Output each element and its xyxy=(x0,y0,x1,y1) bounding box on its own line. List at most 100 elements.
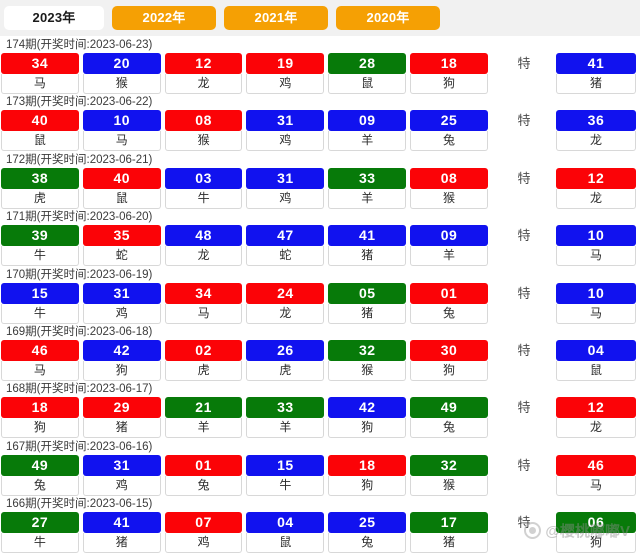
ball-number: 35 xyxy=(82,225,161,247)
ball-number: 24 xyxy=(246,282,325,304)
ball-zodiac: 猴 xyxy=(164,131,243,152)
year-tab-2020[interactable]: 2020年 xyxy=(336,6,440,30)
ball-zodiac: 狗 xyxy=(410,360,488,381)
ball-zodiac: 虎 xyxy=(164,360,243,381)
ball-number: 09 xyxy=(410,225,488,247)
ball-number: 09 xyxy=(328,110,407,132)
special-ball-zodiac: 马 xyxy=(555,246,636,267)
special-marker: 特 xyxy=(517,457,531,473)
year-tab-2023[interactable]: 2023年 xyxy=(4,6,104,30)
year-tab-2021[interactable]: 2021年 xyxy=(224,6,328,30)
ball-number: 18 xyxy=(1,397,79,419)
ball-zodiac: 狗 xyxy=(328,418,407,439)
draw-header: 171期(开奖时间:2023-06-20) xyxy=(6,211,153,224)
special-marker: 特 xyxy=(517,170,531,186)
special-ball: 10 马 xyxy=(555,225,636,267)
ball-zodiac: 龙 xyxy=(164,74,243,94)
ball-zodiac: 牛 xyxy=(1,303,79,324)
ball: 04 鼠 xyxy=(246,512,325,553)
ball: 25 兔 xyxy=(410,110,488,152)
ball: 17 猪 xyxy=(410,512,488,553)
ball-group: 49 兔 31 鸡 01 兔 15 牛 18 狗 32 猴特 46 马 xyxy=(0,454,640,496)
ball-group: 39 牛 35 蛇 48 龙 47 蛇 41 猪 09 羊特 10 马 xyxy=(0,225,640,267)
ball: 33 羊 xyxy=(328,167,407,209)
ball-zodiac: 猪 xyxy=(82,418,161,439)
ball: 31 鸡 xyxy=(246,167,325,209)
ball-number: 34 xyxy=(1,53,79,74)
ball: 34 马 xyxy=(1,53,79,94)
year-tab-bar: 2023年 2022年 2021年 2020年 xyxy=(0,0,640,36)
special-ball-zodiac: 狗 xyxy=(555,533,636,553)
ball: 40 鼠 xyxy=(82,167,161,209)
ball-number: 32 xyxy=(328,339,407,361)
ball: 18 狗 xyxy=(328,454,407,496)
ball: 33 羊 xyxy=(246,397,325,439)
special-marker: 特 xyxy=(517,113,531,129)
ball-zodiac: 兔 xyxy=(410,131,488,152)
ball-number: 33 xyxy=(328,167,407,189)
ball-number: 48 xyxy=(164,225,243,247)
ball-number: 03 xyxy=(164,167,243,189)
ball: 49 兔 xyxy=(410,397,488,439)
ball: 34 马 xyxy=(164,282,243,324)
draw-header: 173期(开奖时间:2023-06-22) xyxy=(6,96,153,109)
ball: 41 猪 xyxy=(82,512,161,553)
draw-row: 168期(开奖时间:2023-06-17) 18 狗 29 猪 21 羊 33 羊 42 狗 49 兔特… xyxy=(0,380,640,439)
ball-number: 49 xyxy=(1,454,79,476)
ball: 47 蛇 xyxy=(246,225,325,267)
special-ball: 36 龙 xyxy=(555,110,636,152)
draw-row: 173期(开奖时间:2023-06-22) 40 鼠 10 马 08 猴 31 鸡 09 羊 25 兔 特… xyxy=(0,93,640,152)
special-ball-zodiac: 龙 xyxy=(555,131,636,152)
special-marker: 特 xyxy=(517,342,531,358)
ball-zodiac: 鸡 xyxy=(246,74,325,94)
special-marker: 特 xyxy=(517,285,531,301)
special-ball-zodiac: 猪 xyxy=(555,74,636,94)
ball-zodiac: 猴 xyxy=(82,74,161,94)
ball: 49 兔 xyxy=(1,454,79,496)
ball-number: 41 xyxy=(82,512,161,534)
ball-number: 40 xyxy=(82,167,161,189)
ball-zodiac: 猪 xyxy=(328,246,407,267)
ball-group: 38 虎 40 鼠 03 牛 31 鸡 33 羊 08 猴 特 12 龙 xyxy=(0,167,640,209)
ball-zodiac: 鼠 xyxy=(82,188,161,209)
ball: 05 猪 xyxy=(328,282,407,324)
ball-number: 05 xyxy=(328,282,407,304)
ball-number: 31 xyxy=(82,454,161,476)
special-ball-number: 41 xyxy=(555,53,636,74)
special-ball-number: 04 xyxy=(555,339,636,361)
special-marker: 特 xyxy=(517,515,531,531)
ball-zodiac: 牛 xyxy=(164,188,243,209)
ball: 27 牛 xyxy=(1,512,79,553)
ball-number: 29 xyxy=(82,397,161,419)
ball-number: 10 xyxy=(82,110,161,132)
ball-zodiac: 兔 xyxy=(1,475,79,496)
ball: 09 羊 xyxy=(328,110,407,152)
ball: 32 猴 xyxy=(410,454,488,496)
ball: 32 猴 xyxy=(328,339,407,381)
ball-number: 33 xyxy=(246,397,325,419)
ball-zodiac: 鸡 xyxy=(82,303,161,324)
ball-number: 27 xyxy=(1,512,79,534)
ball: 03 牛 xyxy=(164,167,243,209)
ball: 25 兔 xyxy=(328,512,407,553)
ball: 19 鸡 xyxy=(246,53,325,94)
ball-group: 18 狗 29 猪 21 羊 33 羊 42 狗 49 兔特 12 龙 xyxy=(0,397,640,439)
year-tab-2022[interactable]: 2022年 xyxy=(112,6,216,30)
ball: 18 狗 xyxy=(410,53,488,94)
special-ball: 04 鼠 xyxy=(555,339,636,381)
ball-number: 08 xyxy=(164,110,243,132)
draw-header: 169期(开奖时间:2023-06-18) xyxy=(6,325,153,338)
draw-row: 171期(开奖时间:2023-06-20) 39 牛 35 蛇 48 龙 47 蛇 41 猪 09 羊特… xyxy=(0,208,640,267)
ball: 38 虎 xyxy=(1,167,79,209)
ball-group: 27 牛 41 猪 07 鸡 04 鼠 25 兔 17 猪特 06 狗 xyxy=(0,512,640,553)
ball: 15 牛 xyxy=(246,454,325,496)
special-ball: 41 猪 xyxy=(555,53,636,94)
ball-zodiac: 猪 xyxy=(410,533,488,553)
ball-number: 28 xyxy=(328,53,407,74)
ball-number: 04 xyxy=(246,512,325,534)
ball-number: 31 xyxy=(246,110,325,132)
ball-number: 41 xyxy=(328,225,407,247)
ball-number: 01 xyxy=(410,282,488,304)
draw-row: 174期(开奖时间:2023-06-23) 34 马 20 猴 12 龙 19 鸡 28 鼠 18 狗 特… xyxy=(0,36,640,94)
draw-header: 168期(开奖时间:2023-06-17) xyxy=(6,383,153,396)
